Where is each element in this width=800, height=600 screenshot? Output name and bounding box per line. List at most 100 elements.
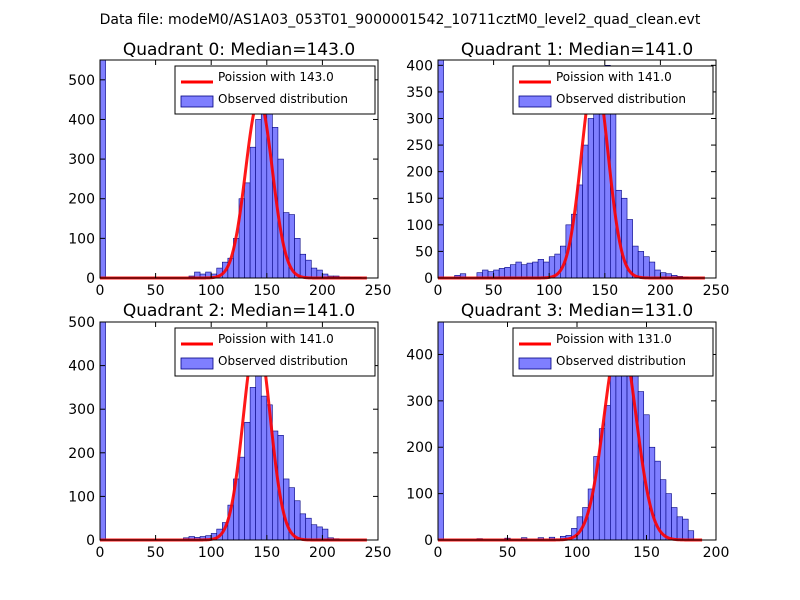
histogram-bar: [99, 59, 106, 279]
legend-label-poisson: Poission with 143.0: [218, 70, 334, 84]
x-tick-label: 200: [647, 283, 674, 299]
plot-area: 0 50 100 150 200 0 100 200 300 400: [406, 321, 730, 561]
histogram-bar: [305, 259, 312, 279]
panel-title: Quadrant 3: Median=131.0: [461, 301, 693, 321]
histogram-bar: [665, 493, 672, 541]
y-tick-label: 350: [406, 85, 433, 101]
histogram-bar: [543, 261, 550, 279]
x-tick-label: 50: [147, 545, 165, 561]
panel-quadrant-1: Quadrant 1: Median=141.0 0 50 100 150 200 250…: [406, 40, 729, 299]
x-tick-label: 50: [485, 283, 503, 299]
x-tick-label: 150: [253, 283, 280, 299]
histogram-bar: [504, 267, 511, 279]
histogram-bar: [509, 264, 517, 279]
histogram-bar: [648, 446, 656, 541]
y-tick-label: 300: [68, 152, 95, 168]
y-tick-label: 400: [68, 359, 95, 375]
y-tick-label: 250: [406, 138, 433, 154]
y-tick-label: 200: [68, 192, 95, 208]
legend-label-observed: Observed distribution: [218, 92, 348, 106]
histogram-bar: [310, 524, 318, 541]
x-tick-label: 50: [499, 545, 517, 561]
panel-quadrant-2: Quadrant 2: Median=141.0 0 50 100 150 200 250…: [68, 301, 391, 561]
histogram-bar: [637, 251, 645, 279]
y-tick-label: 500: [68, 315, 95, 331]
x-tick-label: 200: [703, 545, 730, 561]
axes-frame: [99, 321, 379, 541]
y-tick-label: 100: [406, 218, 433, 234]
y-tick-label: 500: [68, 73, 95, 89]
histogram-bar: [299, 253, 307, 279]
plot-area: 0 50 100 150 200 250 0 100 200 300 400 500: [68, 315, 391, 561]
x-tick-label: 250: [703, 283, 730, 299]
legend-swatch-observed: [180, 95, 214, 108]
y-tick-label: 200: [406, 165, 433, 181]
histogram-bar: [266, 87, 273, 279]
x-tick-label: 250: [365, 545, 392, 561]
histogram-bar: [437, 59, 444, 279]
histogram-bar: [610, 372, 617, 541]
histogram-bar: [643, 256, 650, 279]
figure-title: Data file: modeM0/AS1A03_053T01_90000015…: [100, 12, 701, 28]
plot-area: 0 50 100 150 200 250 0 50 100 150 200 250 300 350 400: [406, 58, 729, 299]
y-tick-label: 0: [424, 271, 433, 287]
y-tick-label: 400: [406, 58, 433, 74]
y-tick-label: 100: [68, 231, 95, 247]
y-tick-label: 300: [406, 111, 433, 127]
y-tick-label: 200: [406, 440, 433, 456]
x-tick-label: 150: [591, 283, 618, 299]
histogram-bar: [587, 118, 594, 279]
histogram-bar: [99, 321, 106, 541]
y-tick-label: 0: [86, 533, 95, 549]
histogram-bar: [598, 112, 606, 279]
histogram-bar: [294, 500, 301, 541]
y-tick-label: 400: [68, 112, 95, 128]
panel-title: Quadrant 1: Median=141.0: [461, 40, 693, 60]
y-tick-label: 200: [68, 446, 95, 462]
histogram-bar: [255, 374, 262, 541]
legend-label-poisson: Poission with 141.0: [556, 70, 672, 84]
legend-label-observed: Observed distribution: [218, 354, 348, 368]
histogram-bar: [593, 112, 600, 279]
histogram-bar: [299, 513, 307, 541]
histogram-bar: [238, 456, 245, 541]
y-tick-label: 300: [68, 402, 95, 418]
histogram-bar: [244, 421, 251, 541]
x-tick-label: 0: [96, 283, 105, 299]
panel-quadrant-3: Quadrant 3: Median=131.0 0 50 100 150 200 0 10…: [406, 301, 729, 561]
legend-swatch-observed: [518, 357, 552, 370]
histogram-bar: [305, 517, 312, 541]
histogram-bar: [537, 259, 544, 279]
panel-title: Quadrant 0: Median=143.0: [123, 40, 355, 60]
legend-label-observed: Observed distribution: [556, 354, 686, 368]
x-tick-label: 150: [633, 545, 660, 561]
x-tick-label: 200: [309, 283, 336, 299]
panel-quadrant-0: Quadrant 0: Median=143.0 0 50 100 150 200 250…: [68, 40, 391, 299]
panel-title: Quadrant 2: Median=141.0: [123, 301, 355, 321]
histogram-bar: [316, 526, 323, 541]
histogram-bar: [515, 261, 522, 279]
histogram-bar: [648, 261, 656, 279]
y-tick-label: 100: [406, 487, 433, 503]
axes-frame: [99, 59, 379, 279]
x-tick-label: 100: [198, 545, 225, 561]
histogram-bar: [249, 387, 256, 541]
x-tick-label: 0: [96, 545, 105, 561]
histogram-bar: [249, 146, 256, 279]
x-tick-label: 100: [198, 283, 225, 299]
x-tick-label: 250: [365, 283, 392, 299]
y-tick-label: 300: [406, 394, 433, 410]
histogram-bar: [244, 182, 251, 279]
histogram-bar: [532, 261, 539, 279]
histogram-bar: [260, 395, 268, 541]
legend-label-observed: Observed distribution: [556, 92, 686, 106]
y-tick-label: 50: [415, 244, 433, 260]
histogram-bar: [322, 528, 329, 541]
histogram-bar: [521, 264, 528, 279]
x-tick-label: 0: [434, 283, 443, 299]
plot-area: 0 50 100 150 200 250 0 100 200 300 400 500: [68, 59, 392, 299]
y-tick-label: 150: [406, 191, 433, 207]
legend-label-poisson: Poission with 141.0: [218, 332, 334, 346]
x-tick-label: 0: [434, 545, 443, 561]
